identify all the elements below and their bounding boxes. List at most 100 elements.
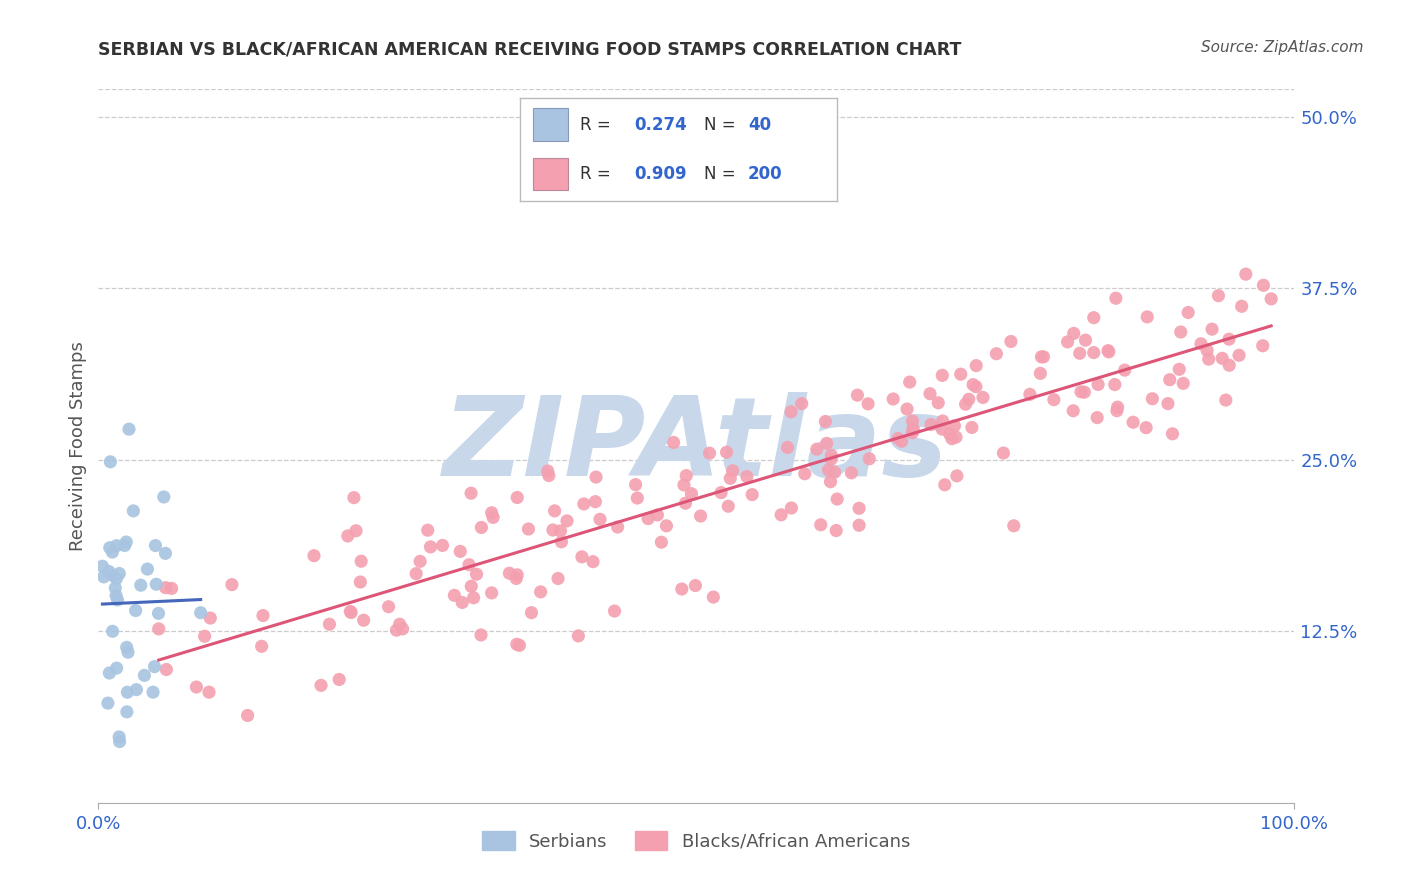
Point	[117, 645, 139, 659]
Point	[508, 639, 530, 653]
Point	[97, 565, 120, 579]
Point	[1260, 292, 1282, 306]
Point	[236, 708, 259, 723]
Point	[443, 588, 465, 602]
Point	[624, 477, 647, 491]
Point	[603, 604, 626, 618]
Point	[1157, 396, 1180, 410]
Point	[541, 523, 564, 537]
Text: ZIPAtlas: ZIPAtlas	[443, 392, 949, 500]
Point	[1062, 404, 1084, 418]
Text: 0.909: 0.909	[634, 165, 686, 183]
Point	[1230, 299, 1253, 313]
Point	[927, 396, 949, 410]
Point	[890, 434, 912, 449]
Point	[1135, 420, 1157, 434]
Point	[105, 589, 128, 603]
Point	[949, 367, 972, 381]
Point	[941, 432, 963, 446]
Point	[1159, 373, 1181, 387]
Point	[530, 585, 553, 599]
FancyBboxPatch shape	[533, 109, 568, 141]
Point	[972, 391, 994, 405]
Text: Source: ZipAtlas.com: Source: ZipAtlas.com	[1201, 40, 1364, 55]
Point	[122, 504, 145, 518]
Point	[221, 577, 243, 591]
Point	[675, 468, 697, 483]
Point	[460, 486, 482, 500]
Point	[105, 661, 128, 675]
Point	[465, 567, 488, 582]
Point	[160, 582, 183, 596]
Point	[655, 518, 678, 533]
Point	[1234, 267, 1257, 281]
Point	[517, 522, 540, 536]
Point	[115, 705, 138, 719]
Point	[115, 640, 138, 655]
Point	[718, 471, 741, 485]
Point	[388, 617, 411, 632]
Point	[470, 628, 492, 642]
Point	[1211, 351, 1233, 366]
Point	[710, 485, 733, 500]
Point	[699, 446, 721, 460]
Point	[1029, 367, 1052, 381]
Legend: Serbians, Blacks/African Americans: Serbians, Blacks/African Americans	[475, 824, 917, 858]
Point	[93, 570, 115, 584]
Point	[432, 538, 454, 552]
Point	[1018, 387, 1040, 401]
Point	[957, 392, 980, 407]
Text: R =: R =	[581, 165, 616, 183]
Point	[309, 678, 332, 692]
Point	[98, 541, 121, 555]
Point	[385, 623, 408, 637]
Point	[1215, 393, 1237, 408]
Point	[793, 467, 815, 481]
Point	[589, 512, 612, 526]
Point	[481, 586, 503, 600]
Point	[931, 422, 953, 436]
Point	[115, 535, 138, 549]
Point	[1105, 291, 1128, 305]
Point	[717, 500, 740, 514]
Point	[134, 668, 156, 682]
Point	[938, 426, 960, 441]
Point	[825, 491, 848, 506]
Point	[582, 555, 605, 569]
Point	[583, 494, 606, 508]
Point	[955, 397, 977, 411]
Point	[124, 603, 146, 617]
Point	[547, 572, 569, 586]
Point	[820, 475, 842, 489]
Point	[848, 501, 870, 516]
Point	[1197, 343, 1219, 358]
Point	[377, 599, 399, 614]
Point	[194, 629, 217, 643]
Point	[702, 590, 724, 604]
Point	[155, 581, 177, 595]
Point	[97, 696, 120, 710]
Point	[555, 514, 578, 528]
Point	[506, 567, 529, 582]
Point	[470, 520, 492, 534]
Point	[339, 605, 361, 619]
Point	[960, 420, 983, 434]
Point	[685, 578, 707, 592]
Point	[142, 685, 165, 699]
Point	[887, 432, 910, 446]
Point	[858, 451, 880, 466]
Point	[114, 539, 136, 553]
Point	[901, 425, 924, 440]
Point	[353, 613, 375, 627]
Point	[901, 422, 924, 436]
Point	[506, 637, 529, 651]
Y-axis label: Receiving Food Stamps: Receiving Food Stamps	[69, 341, 87, 551]
Point	[344, 524, 367, 538]
Point	[1227, 348, 1250, 362]
Point	[806, 442, 828, 457]
Point	[143, 659, 166, 673]
Point	[993, 446, 1015, 460]
Point	[817, 463, 839, 477]
Point	[145, 577, 167, 591]
Point	[931, 414, 953, 428]
